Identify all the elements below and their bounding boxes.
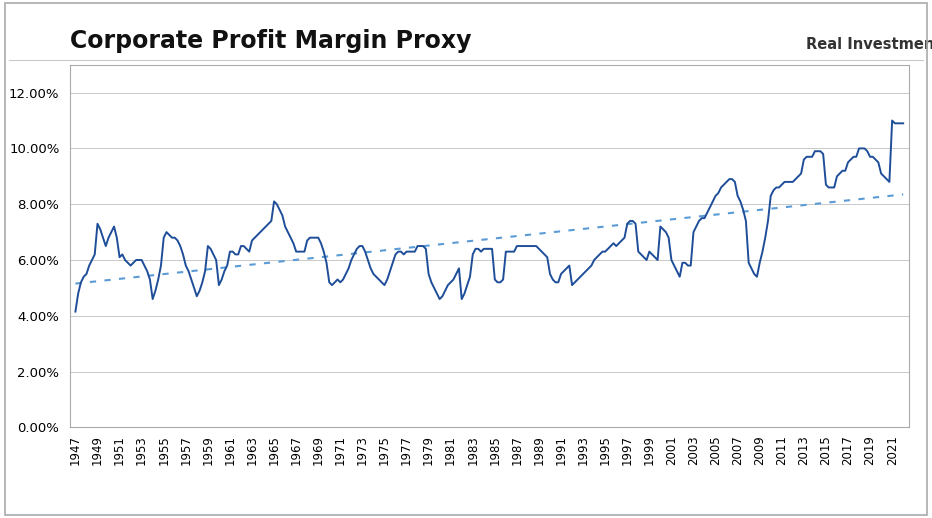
Text: Corporate Profit Margin Proxy: Corporate Profit Margin Proxy: [70, 29, 472, 53]
Text: Real Investment Advice: Real Investment Advice: [806, 37, 932, 51]
